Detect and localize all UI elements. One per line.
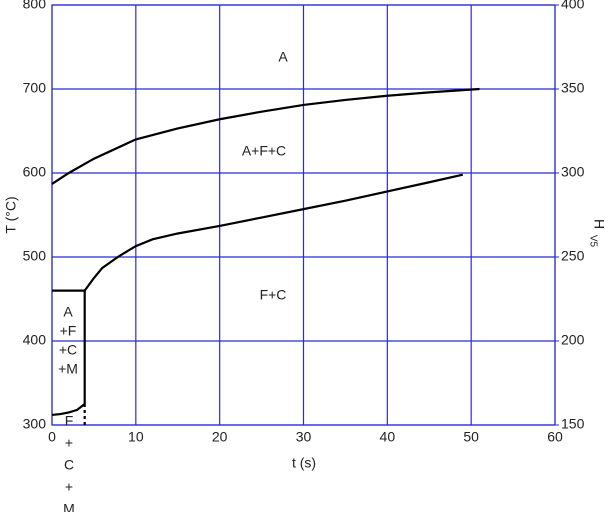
x-tick-label: 0 [48,429,56,445]
y2-tick-label: 250 [561,248,585,264]
y2-axis-label-main: H [591,219,607,229]
x-axis-label: t (s) [292,455,316,471]
x-tick-label: 40 [380,429,396,445]
curve [51,87,480,185]
y2-tick-label: 400 [561,0,585,12]
y-tick-label: 700 [23,80,47,96]
region-label: A [278,49,288,65]
y2-tick-label: 200 [561,332,585,348]
curve [51,403,86,417]
y-tick-label: 600 [23,164,47,180]
curve [52,289,86,404]
x-tick-label: 60 [547,429,563,445]
x-tick-label: 20 [212,429,228,445]
y-tick-label: 400 [23,332,47,348]
y-tick-label: 800 [23,0,47,12]
x-tick-label: 50 [463,429,479,445]
region-label: A+F+C [242,143,286,159]
region-label: C [64,457,74,473]
region-label: + [65,435,73,451]
region-label: A [63,304,73,320]
region-label: M [63,501,75,512]
plot-frame [51,4,556,426]
region-label: +M [58,361,78,377]
y2-tick-label: 350 [561,80,585,96]
curve [83,173,464,292]
y-tick-label: 500 [23,248,47,264]
y2-axis-label-sub: V5 [587,235,598,248]
x-tick-label: 10 [128,429,144,445]
region-label: F+C [260,287,287,303]
y2-tick-label: 300 [561,164,585,180]
region-label: +C [59,342,77,358]
y-axis-label: T (°C) [3,196,19,233]
y-tick-label: 300 [23,416,47,432]
region-label: F [65,413,74,429]
region-label: + [65,479,73,495]
y2-axis-label: H V5 [587,219,607,248]
y2-tick-label: 150 [561,416,585,432]
x-tick-label: 30 [296,429,312,445]
region-label: +F [60,323,77,339]
